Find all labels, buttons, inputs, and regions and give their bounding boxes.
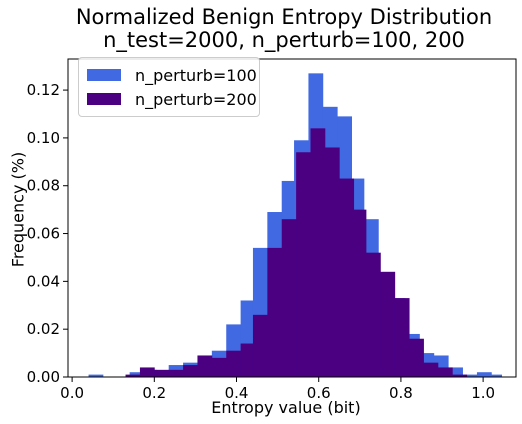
- y-tick-label-4: 0.08: [27, 177, 60, 195]
- y-tick-label-2: 0.04: [27, 272, 60, 290]
- bar-series-2-bin-3: [154, 369, 170, 377]
- bar-series-2-bin-11: [267, 247, 283, 377]
- bar-series-2-bin-22: [423, 362, 439, 377]
- bar-series-2-bin-7: [211, 357, 227, 377]
- y-tick-label-6: 0.12: [27, 81, 60, 99]
- legend-entry-n-perturb-100: n_perturb=100: [87, 65, 257, 85]
- plot-frame: [67, 58, 517, 378]
- bar-series-2-bin-19: [380, 271, 396, 377]
- x-tick-label-1: 0.2: [142, 384, 166, 402]
- bar-series-2-bin-13: [296, 152, 311, 377]
- bar-series-2-bin-9: [240, 343, 254, 377]
- chart-title-line-2: n_test=2000, n_perturb=100, 200: [103, 28, 465, 52]
- y-axis-label: Frequency (%): [8, 151, 28, 268]
- bar-series-1-bin-28: [491, 374, 503, 377]
- bar-series-1-bin-26: [462, 374, 478, 377]
- legend-label-n-perturb-200: n_perturb=200: [135, 89, 257, 109]
- bar-series-2-bin-18: [365, 252, 381, 377]
- chart-title-line-1: Normalized Benign Entropy Distribution: [75, 5, 493, 29]
- bar-series-2-bin-4: [168, 369, 184, 377]
- bar-series-2-bin-20: [394, 298, 410, 377]
- bar-series-2-bin-2: [139, 367, 155, 377]
- x-axis-label: Entropy value (bit): [211, 398, 361, 417]
- bar-series-2-bin-8: [226, 350, 242, 377]
- bar-series-1-bin-25: [448, 367, 463, 377]
- bar-series-2-bin-24: [452, 374, 468, 377]
- legend-swatch-n-perturb-200: [87, 93, 121, 105]
- legend-entry-n-perturb-200: n_perturb=200: [87, 89, 257, 109]
- bar-series-2-bin-10: [252, 314, 268, 377]
- y-axis: 0.00 0.02 0.04 0.06 0.08 0.10 0.12: [27, 81, 68, 386]
- legend-swatch-n-perturb-100: [87, 69, 121, 81]
- x-tick-label-2: 0.4: [225, 384, 249, 402]
- x-axis: 0.0 0.2 0.4 0.6 0.8 1.0: [60, 377, 495, 402]
- bar-series-2-bin-16: [339, 178, 355, 377]
- y-tick-label-0: 0.00: [27, 368, 60, 386]
- x-tick-label-0: 0.0: [60, 384, 84, 402]
- series-n-perturb-200-bars: [125, 128, 468, 377]
- bar-series-1-bin-1: [88, 374, 104, 377]
- bar-series-2-bin-21: [409, 338, 424, 377]
- bar-series-2-bin-17: [353, 209, 367, 377]
- legend: n_perturb=100 n_perturb=200: [78, 57, 260, 117]
- bar-series-2-bin-1: [125, 374, 141, 377]
- legend-label-n-perturb-100: n_perturb=100: [135, 65, 257, 85]
- bar-series-2-bin-14: [310, 128, 326, 377]
- bar-series-1-bin-27: [476, 372, 492, 377]
- y-tick-label-3: 0.06: [27, 225, 60, 243]
- bar-series-2-bin-12: [281, 219, 297, 377]
- x-tick-label-4: 0.8: [389, 384, 413, 402]
- y-tick-label-1: 0.02: [27, 320, 60, 338]
- bar-series-2-bin-5: [183, 365, 198, 377]
- bar-series-2-bin-15: [324, 147, 340, 377]
- y-tick-label-5: 0.10: [27, 129, 60, 147]
- x-tick-label-3: 0.6: [307, 384, 331, 402]
- x-tick-label-5: 1.0: [471, 384, 495, 402]
- bar-series-2-bin-6: [197, 355, 213, 377]
- bar-series-2-bin-23: [437, 367, 453, 377]
